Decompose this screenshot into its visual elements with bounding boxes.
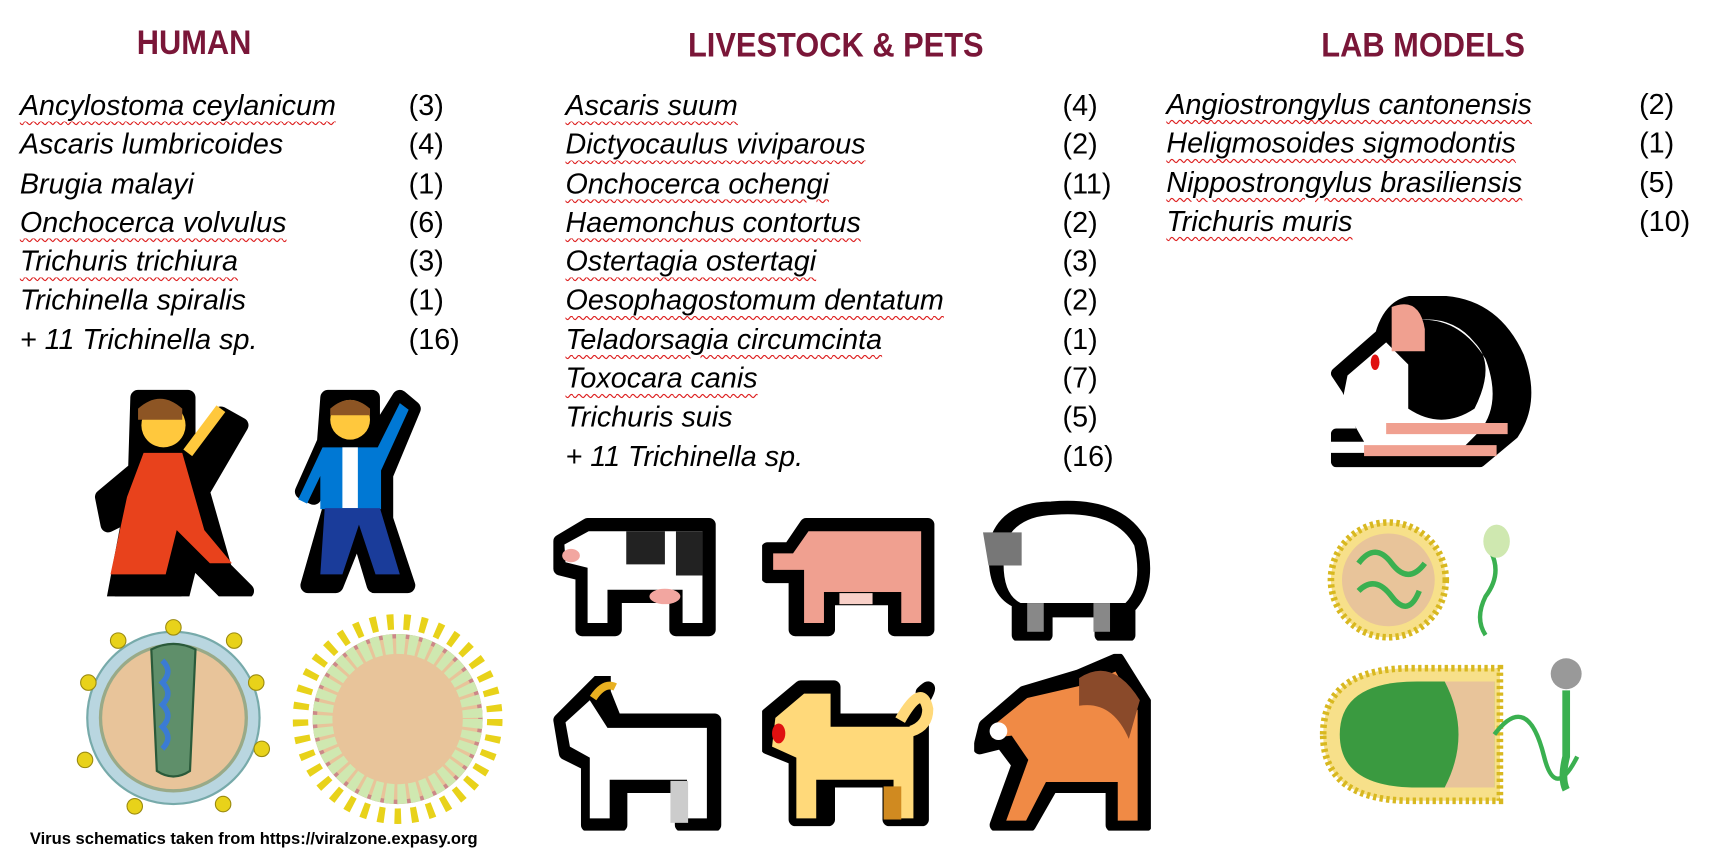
phage-schematic (1319, 658, 1582, 805)
species-row: Trichuris trichiura (3) (20, 244, 484, 283)
species-name: + 11 Trichinella sp. (565, 439, 804, 473)
species-row: Teladorsagia circumcinta (1) (566, 322, 1140, 361)
species-row: Ascaris suum (4) (566, 88, 1140, 127)
genome-count: (4) (1062, 88, 1098, 122)
woman-dancing-icon (94, 389, 255, 597)
species-name: Oesophagostomum dentatum (565, 283, 944, 317)
genome-count: (2) (1062, 283, 1098, 317)
genome-count: (2) (1639, 87, 1675, 121)
species-name: Teladorsagia circumcinta (565, 322, 883, 356)
genome-count: (4) (408, 127, 444, 161)
man-dancing-icon (294, 389, 421, 594)
species-name: Onchocerca ochengi (565, 166, 829, 200)
species-row: Haemonchus contortus (2) (566, 205, 1140, 244)
species-row: Brugia malayi (1) (20, 166, 484, 205)
genome-count: (16) (1062, 439, 1114, 473)
genome-count: (5) (1639, 165, 1675, 199)
species-row: + 11 Trichinella sp. (16) (566, 439, 1140, 478)
title-livestock-pets: LIVESTOCK & PETS (687, 25, 984, 65)
species-name: Toxocara canis (565, 361, 758, 395)
species-name: Trichuris trichiura (19, 244, 238, 278)
genome-count: (2) (1062, 127, 1098, 161)
species-name: Ascaris lumbricoides (19, 127, 284, 161)
species-name: Trichuris muris (1166, 204, 1353, 238)
species-row: Heligmosoides sigmodontis (1) (1166, 126, 1718, 165)
title-human: HUMAN (136, 23, 252, 62)
species-row: Onchocerca volvulus (6) (20, 205, 484, 244)
species-name: Ancylostoma ceylanicum (19, 88, 336, 122)
species-name: + 11 Trichinella sp. (19, 322, 258, 356)
species-row: Ancylostoma ceylanicum (3) (20, 88, 484, 127)
species-row: + 11 Trichinella sp. (16) (20, 322, 484, 361)
species-name: Brugia malayi (19, 166, 194, 200)
species-name: Heligmosoides sigmodontis (1166, 126, 1516, 160)
cow-icon (553, 518, 716, 637)
species-name: Dictyocaulus viviparous (565, 127, 866, 161)
genome-count: (1) (1639, 126, 1675, 160)
species-row: Trichinella spiralis (1) (20, 283, 484, 322)
species-row: Trichuris muris (10) (1166, 204, 1718, 243)
species-row: Oesophagostomum dentatum (2) (566, 283, 1140, 322)
pig-icon (762, 518, 935, 637)
genome-count: (5) (1062, 400, 1098, 434)
virus-schematics-credit: Virus schematics taken from https://vira… (29, 829, 478, 849)
species-row: Ostertagia ostertagi (3) (566, 244, 1140, 283)
genome-count: (1) (408, 166, 444, 200)
lab-species-list: Angiostrongylus cantonensis (2) Heligmosoi… (1166, 87, 1718, 243)
coronavirus-schematic (292, 614, 503, 824)
species-name: Trichuris suis (565, 400, 733, 434)
species-row: Ascaris lumbricoides (4) (20, 127, 484, 166)
genome-count: (2) (1062, 205, 1098, 239)
species-name: Trichinella spiralis (19, 283, 246, 317)
human-species-list: Ancylostoma ceylanicum (3) Ascaris lumbric… (20, 88, 484, 361)
goat-icon (553, 675, 722, 831)
species-row: Nippostrongylus brasiliensis (5) (1166, 165, 1718, 204)
livestock-species-list: Ascaris suum (4) Dictyocaulus viviparous (2… (566, 88, 1140, 478)
species-name: Onchocerca volvulus (19, 205, 287, 239)
species-row: Angiostrongylus cantonensis (2) (1166, 87, 1718, 126)
genome-count: (1) (408, 283, 444, 317)
species-name: Ostertagia ostertagi (565, 244, 817, 278)
genome-count: (11) (1062, 166, 1112, 200)
species-name: Nippostrongylus brasiliensis (1166, 165, 1523, 199)
mouse-icon (1330, 296, 1532, 468)
horse-icon (974, 653, 1151, 831)
species-name: Haemonchus contortus (565, 205, 861, 239)
genome-count: (3) (1062, 244, 1098, 278)
herpesvirus-schematic (1327, 519, 1510, 641)
species-name: Angiostrongylus cantonensis (1166, 87, 1532, 121)
species-row: Dictyocaulus viviparous (2) (566, 127, 1140, 166)
title-lab-models: LAB MODELS (1321, 25, 1525, 65)
genome-count: (7) (1062, 361, 1098, 395)
species-row: Trichuris suis (5) (566, 400, 1140, 439)
dog-icon (762, 680, 936, 827)
species-name: Ascaris suum (565, 88, 738, 122)
sheep-icon (983, 500, 1151, 641)
genome-count: (16) (408, 322, 460, 356)
genome-count: (10) (1639, 204, 1691, 238)
genome-count: (3) (408, 88, 444, 122)
genome-count: (6) (408, 205, 444, 239)
hiv-virus-schematic (76, 619, 271, 815)
species-row: Onchocerca ochengi (11) (566, 166, 1140, 205)
genome-count: (1) (1062, 322, 1098, 356)
species-row: Toxocara canis (7) (566, 361, 1140, 400)
genome-count: (3) (408, 244, 444, 278)
